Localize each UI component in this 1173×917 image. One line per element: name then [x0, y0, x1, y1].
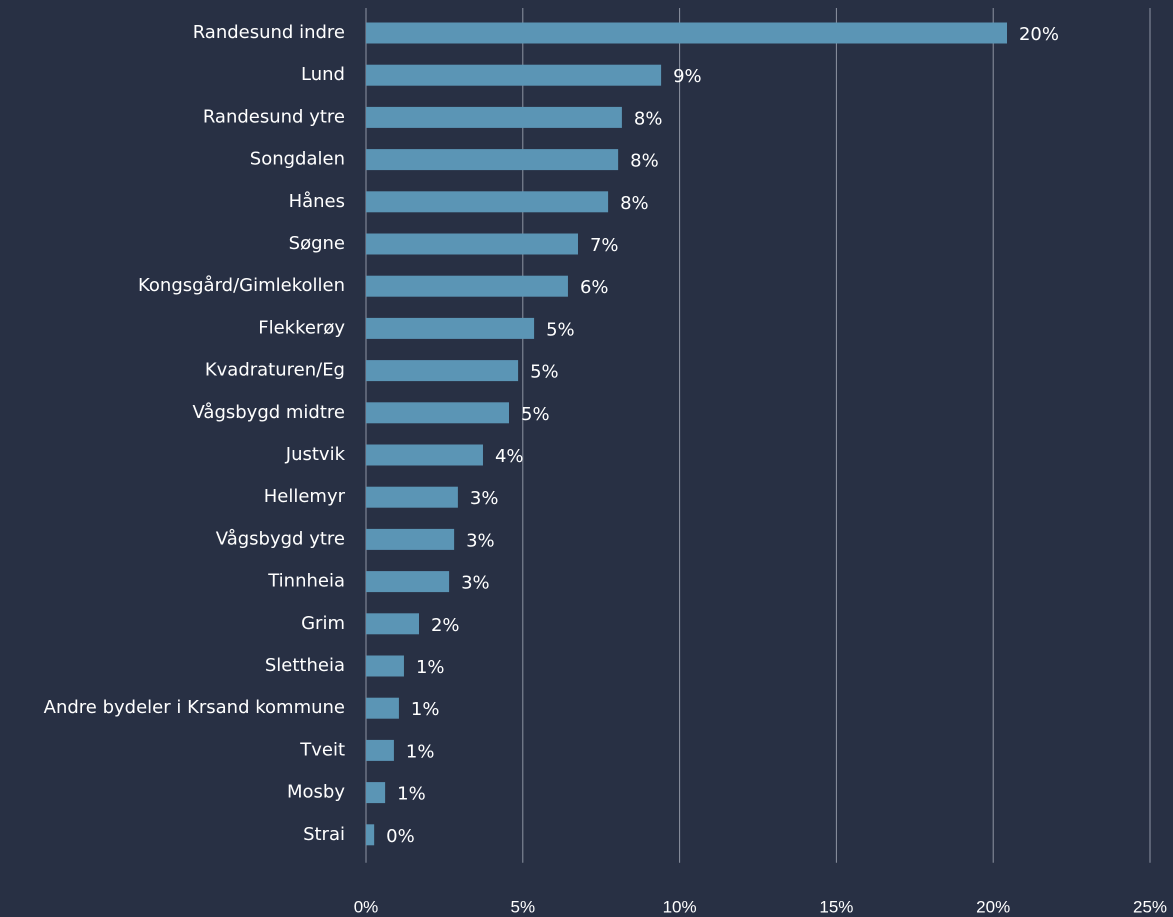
data-label: 1%: [416, 657, 445, 678]
x-tick-label: 0%: [354, 897, 379, 916]
bar: [366, 402, 510, 424]
y-tick-label: Kvadraturen/Eg: [205, 360, 345, 381]
bar: [366, 528, 455, 550]
y-tick-label: Strai: [303, 824, 345, 845]
bar: [366, 782, 386, 804]
data-label: 8%: [630, 151, 659, 172]
y-tick-label: Andre bydeler i Krsand kommune: [44, 697, 345, 718]
data-label: 9%: [673, 66, 702, 87]
x-tick-label: 10%: [663, 897, 697, 916]
y-tick-label: Slettheia: [265, 655, 345, 676]
bar: [366, 613, 419, 635]
y-tick-label: Flekkerøy: [258, 317, 345, 338]
bar: [366, 275, 568, 297]
data-label: 5%: [546, 319, 575, 340]
data-label: 3%: [466, 530, 495, 551]
bar: [366, 360, 519, 382]
bar: [366, 444, 483, 466]
data-label: 1%: [411, 699, 440, 720]
y-tick-label: Tveit: [299, 739, 345, 760]
bar: [366, 739, 394, 761]
bar: [366, 486, 458, 508]
data-label: 8%: [620, 193, 649, 214]
y-tick-label: Randesund ytre: [203, 106, 345, 127]
bar: [366, 22, 1007, 44]
data-label: 1%: [406, 741, 435, 762]
bar: [366, 106, 622, 128]
data-label: 2%: [431, 615, 460, 636]
data-label: 3%: [461, 573, 490, 594]
data-label: 3%: [470, 488, 499, 509]
x-tick-label: 20%: [976, 897, 1010, 916]
y-tick-label: Grim: [301, 613, 345, 634]
y-tick-label: Tinnheia: [267, 571, 345, 592]
x-tick-label: 25%: [1133, 897, 1167, 916]
y-tick-label: Lund: [301, 64, 345, 85]
data-label: 20%: [1019, 24, 1059, 45]
data-label: 1%: [397, 784, 426, 805]
y-tick-label: Songdalen: [250, 149, 345, 170]
bar: [366, 191, 609, 213]
bar: [366, 697, 399, 719]
bar: [366, 824, 375, 846]
bar: [366, 64, 662, 86]
bar: [366, 233, 578, 255]
y-tick-label: Hånes: [289, 191, 345, 212]
data-label: 5%: [521, 404, 550, 425]
data-label: 7%: [590, 235, 619, 256]
data-label: 0%: [386, 826, 415, 847]
y-tick-label: Mosby: [287, 782, 345, 803]
y-tick-label: Justvik: [285, 444, 346, 465]
x-tick-label: 15%: [819, 897, 853, 916]
data-label: 4%: [495, 446, 524, 467]
bar: [366, 317, 535, 339]
y-tick-label: Randesund indre: [193, 22, 345, 43]
y-tick-label: Søgne: [289, 233, 345, 254]
y-tick-label: Hellemyr: [264, 486, 346, 507]
y-tick-label: Vågsbygd midtre: [193, 402, 346, 423]
y-tick-label: Kongsgård/Gimlekollen: [138, 275, 345, 296]
bar: [366, 149, 619, 171]
data-label: 8%: [634, 108, 663, 129]
x-tick-label: 5%: [511, 897, 536, 916]
data-label: 6%: [580, 277, 609, 298]
data-label: 5%: [530, 362, 559, 383]
y-tick-label: Vågsbygd ytre: [216, 528, 345, 549]
bar: [366, 655, 404, 677]
bar: [366, 571, 450, 593]
